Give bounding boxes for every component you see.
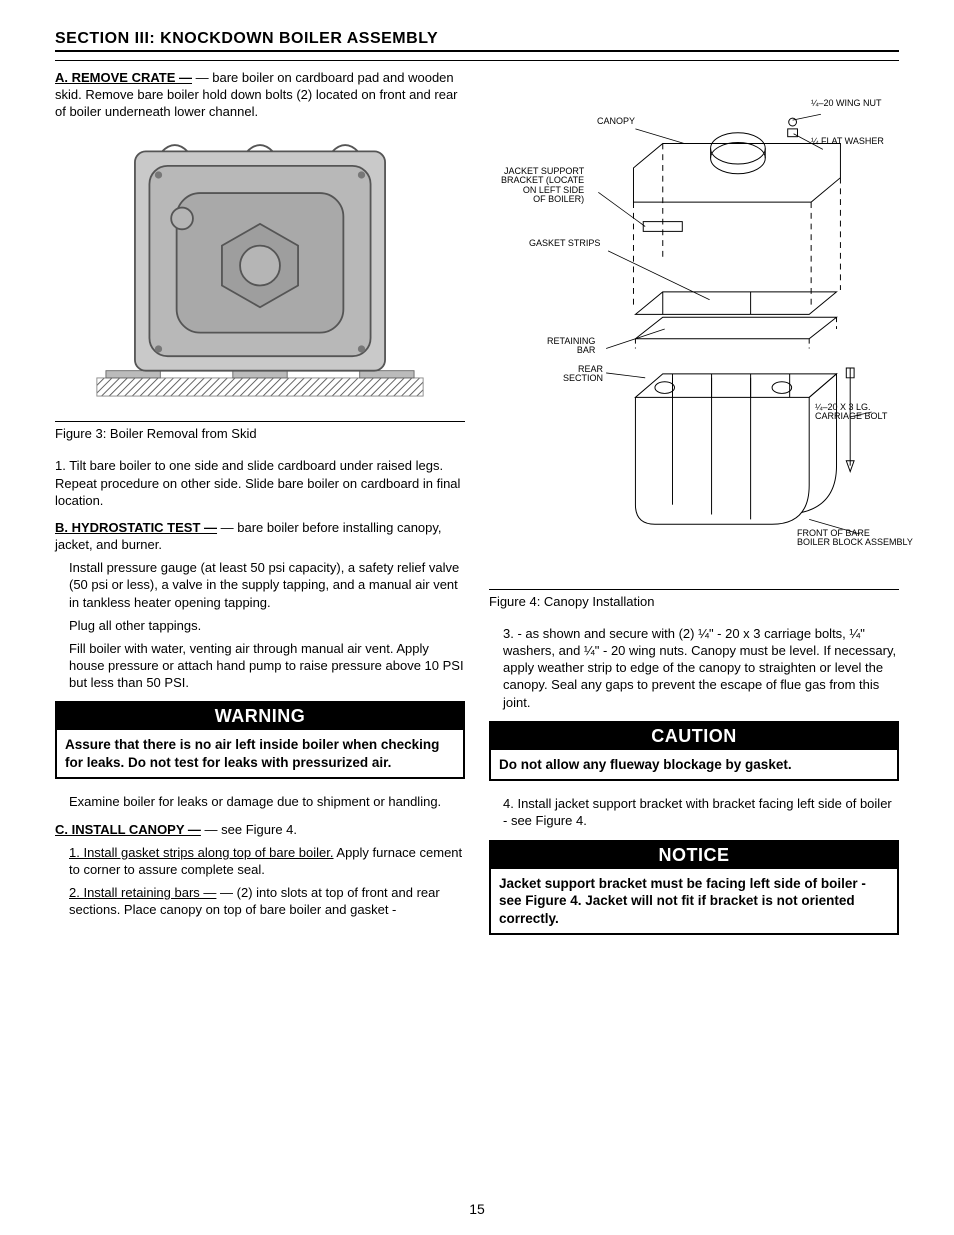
rule-heavy-1: [55, 50, 899, 52]
caution-box: CAUTION Do not allow any flueway blockag…: [489, 721, 899, 782]
warning-box: WARNING Assure that there is no air left…: [55, 701, 465, 779]
label-wing-nut: ¼–20 WING NUT: [811, 99, 882, 108]
step-b-line-2: Plug all other tappings.: [69, 617, 465, 634]
label-carriage-bolt: ¼–20 X 3 LG. CARRIAGE BOLT: [815, 403, 887, 422]
figure-3-image: [55, 126, 465, 421]
figure-4-caption: Figure 4: Canopy Installation: [489, 589, 899, 609]
label-canopy: CANOPY: [597, 117, 635, 126]
step-c-1: 1. Install gasket strips along top of ba…: [69, 844, 465, 878]
step-c: C. INSTALL CANOPY — — see Figure 4.: [55, 821, 465, 838]
two-column-layout: A. REMOVE CRATE — — bare boiler on cardb…: [55, 69, 899, 949]
step-b-line-3: Fill boiler with water, venting air thro…: [69, 640, 465, 691]
label-flat-washer: ¼ FLAT WASHER: [811, 137, 884, 146]
step-a-heading: A. REMOVE CRATE —: [55, 70, 192, 85]
left-column: A. REMOVE CRATE — — bare boiler on cardb…: [55, 69, 465, 949]
step-b-heading: B. HYDROSTATIC TEST —: [55, 520, 217, 535]
step-c-2: 2. Install retaining bars — — (2) into s…: [69, 884, 465, 918]
step-b-after: Examine boiler for leaks or damage due t…: [69, 793, 465, 810]
figure-4: CANOPY ¼–20 WING NUT ¼ FLAT WASHER JACKE…: [489, 69, 899, 609]
section-title: SECTION III: KNOCKDOWN BOILER ASSEMBLY: [55, 30, 899, 48]
step-c-3-num: 3.: [503, 626, 514, 641]
label-jacket-bracket: JACKET SUPPORT BRACKET (LOCATE ON LEFT S…: [501, 167, 584, 205]
notice-box: NOTICE Jacket support bracket must be fa…: [489, 840, 899, 936]
figure-3: Figure 3: Boiler Removal from Skid: [55, 126, 465, 441]
step-b: B. HYDROSTATIC TEST — — bare boiler befo…: [55, 519, 465, 553]
page-number: 15: [469, 1201, 485, 1217]
rule-thin-1: [55, 60, 899, 61]
label-front-block: FRONT OF BARE BOILER BLOCK ASSEMBLY: [797, 529, 913, 548]
step-c-3-text: - as shown and secure with (2) ¼" - 20 x…: [503, 626, 896, 710]
step-c-2-heading: 2. Install retaining bars —: [69, 885, 216, 900]
warning-body: Assure that there is no air left inside …: [57, 730, 463, 777]
step-c-heading: C. INSTALL CANOPY —: [55, 822, 201, 837]
right-column: CANOPY ¼–20 WING NUT ¼ FLAT WASHER JACKE…: [489, 69, 899, 949]
warning-header: WARNING: [57, 703, 463, 730]
step-c-3: 3. - as shown and secure with (2) ¼" - 2…: [503, 625, 899, 711]
page: SECTION III: KNOCKDOWN BOILER ASSEMBLY A…: [0, 0, 954, 1235]
step-a-1: 1. Tilt bare boiler to one side and slid…: [55, 457, 465, 508]
step-a: A. REMOVE CRATE — — bare boiler on cardb…: [55, 69, 465, 120]
step-c-4: 4. Install jacket support bracket with b…: [503, 795, 899, 829]
caution-body: Do not allow any flueway blockage by gas…: [491, 750, 897, 780]
step-c-1-heading: 1. Install gasket strips along top of ba…: [69, 845, 334, 860]
step-b-line-1: Install pressure gauge (at least 50 psi …: [69, 559, 465, 610]
figure-4-image: CANOPY ¼–20 WING NUT ¼ FLAT WASHER JACKE…: [489, 69, 899, 589]
label-retaining-bar: RETAINING BAR: [547, 337, 595, 356]
figure-3-caption: Figure 3: Boiler Removal from Skid: [55, 421, 465, 441]
caution-header: CAUTION: [491, 723, 897, 750]
notice-body: Jacket support bracket must be facing le…: [491, 869, 897, 934]
label-gasket-strips: GASKET STRIPS: [529, 239, 600, 248]
label-rear-section: REAR SECTION: [563, 365, 603, 384]
step-c-text: — see Figure 4.: [205, 822, 298, 837]
notice-header: NOTICE: [491, 842, 897, 869]
